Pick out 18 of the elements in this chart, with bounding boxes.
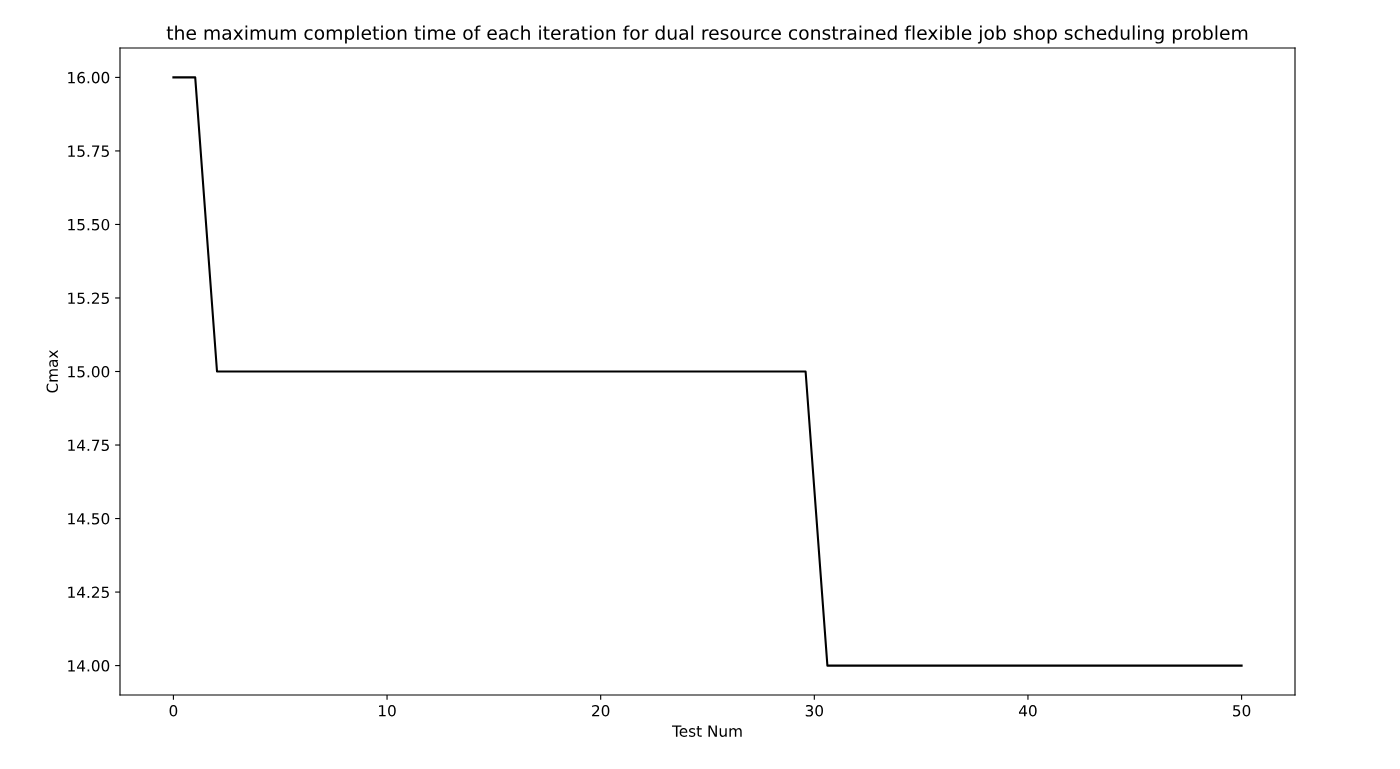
x-tick-label: 20 — [592, 704, 610, 717]
y-tick-label: 15.00 — [68, 365, 110, 378]
x-tick-label: 10 — [379, 704, 396, 717]
x-axis-title: Test Num — [671, 725, 742, 737]
y-tick-label: 15.25 — [68, 292, 109, 304]
y-axis-title: Cmax — [46, 350, 59, 393]
x-tick-label: 50 — [1233, 704, 1251, 717]
y-tick-label: 14.50 — [68, 513, 110, 525]
y-tick-label: 15.75 — [68, 145, 109, 157]
y-tick-label: 15.50 — [68, 218, 110, 231]
y-tick-label: 14.75 — [68, 439, 109, 452]
y-tick-label: 14.25 — [68, 586, 109, 599]
x-tick-label: 0 — [169, 704, 178, 717]
chart-title: the maximum completion time of each iteration for dual resource constrained flexible job shop scheduling problem — [166, 25, 1248, 44]
x-tick-label: 40 — [1018, 704, 1037, 717]
x-tick-label: 30 — [805, 704, 824, 717]
y-tick-label: 16.00 — [68, 71, 110, 84]
y-tick-label: 14.00 — [68, 660, 110, 672]
